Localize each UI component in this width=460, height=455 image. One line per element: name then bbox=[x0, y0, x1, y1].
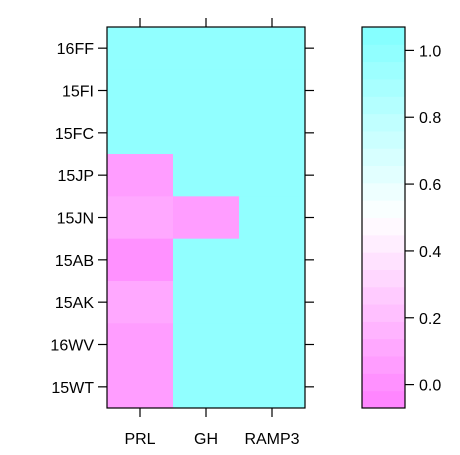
colorbar-tick-label-0.6: 0.6 bbox=[419, 177, 441, 194]
colorbar-tick-label-0.2: 0.2 bbox=[419, 311, 441, 328]
heatmap-cell-16FF-RAMP3 bbox=[239, 27, 306, 70]
heatmap-cell-15FC-GH bbox=[173, 111, 240, 155]
colorbar-bin bbox=[362, 61, 405, 80]
heatmap-cell-15FI-PRL bbox=[107, 69, 174, 113]
heatmap-cell-15JN-RAMP3 bbox=[239, 196, 306, 240]
heatmap-cell-15AB-GH bbox=[173, 238, 240, 282]
colorbar-bin bbox=[362, 338, 405, 357]
heatmap-cell-15JN-PRL bbox=[107, 196, 174, 240]
colorbar-bin bbox=[362, 27, 405, 45]
colorbar-bin bbox=[362, 373, 405, 392]
heatmap-cell-16WV-GH bbox=[173, 323, 240, 367]
y-tick-label-15AK: 15AK bbox=[55, 295, 94, 312]
colorbar-bin bbox=[362, 200, 405, 218]
colorbar-bin bbox=[362, 321, 405, 340]
heatmap-cell-15JP-PRL bbox=[107, 154, 174, 197]
heatmap-cell-15AK-RAMP3 bbox=[239, 281, 306, 324]
heatmap-cell-15JP-GH bbox=[173, 154, 240, 197]
heatmap-cell-15WT-RAMP3 bbox=[239, 365, 306, 409]
colorbar-bin bbox=[362, 304, 405, 322]
colorbar-bin bbox=[362, 148, 405, 167]
heatmap-cell-16FF-GH bbox=[173, 27, 240, 70]
y-tick-label-15FC: 15FC bbox=[55, 126, 94, 143]
x-axis-bottom: PRL GH RAMP3 bbox=[124, 408, 300, 448]
y-tick-label-15JP: 15JP bbox=[58, 168, 94, 185]
y-tick-label-16FF: 16FF bbox=[57, 41, 95, 58]
colorbar-bin bbox=[362, 356, 405, 374]
heatmap-cell-15FC-RAMP3 bbox=[239, 111, 306, 155]
heatmap-cell-15AB-RAMP3 bbox=[239, 238, 306, 282]
colorbar-bin bbox=[362, 96, 405, 115]
x-tick-label-PRL: PRL bbox=[124, 431, 155, 448]
colorbar-bin bbox=[362, 113, 405, 132]
y-tick-label-15JN: 15JN bbox=[57, 211, 94, 228]
colorbar bbox=[362, 27, 405, 409]
colorbar-bin bbox=[362, 182, 405, 201]
heatmap-cell-15FC-PRL bbox=[107, 111, 174, 155]
heatmap-cell-15JP-RAMP3 bbox=[239, 154, 306, 197]
x-axis-top bbox=[139, 18, 273, 27]
heatmap-cell-15JN-GH bbox=[173, 196, 240, 240]
colorbar-bin bbox=[362, 286, 405, 305]
colorbar-frame bbox=[361, 26, 406, 409]
y-tick-label-15WT: 15WT bbox=[51, 380, 94, 397]
heatmap-cell-16WV-PRL bbox=[107, 323, 174, 367]
y-tick-label-15AB: 15AB bbox=[55, 253, 94, 270]
colorbar-bin bbox=[362, 217, 405, 236]
colorbar-bin bbox=[362, 165, 405, 184]
heatmap-cell-15AK-GH bbox=[173, 281, 240, 324]
colorbar-axis: 0.0 0.2 0.4 0.6 0.8 1.0 bbox=[405, 43, 441, 395]
heatmap-cell-15AK-PRL bbox=[107, 281, 174, 324]
y-tick-label-16WV: 16WV bbox=[50, 338, 94, 355]
colorbar-bin bbox=[362, 390, 405, 409]
y-axis-left: 16FF 15FI 15FC 15JP 15JN 15AB 15AK 16WV 15WT bbox=[50, 41, 107, 397]
colorbar-bin bbox=[362, 234, 405, 253]
colorbar-tick-label-1.0: 1.0 bbox=[419, 43, 441, 60]
colorbar-bin bbox=[362, 130, 405, 149]
heatmap-cell-16FF-PRL bbox=[107, 27, 174, 70]
heatmap-cells bbox=[107, 27, 306, 409]
y-tick-label-15FI: 15FI bbox=[62, 84, 94, 101]
x-tick-label-GH: GH bbox=[194, 431, 218, 448]
colorbar-bin bbox=[362, 78, 405, 97]
x-tick-label-RAMP3: RAMP3 bbox=[244, 431, 299, 448]
heatmap-cell-15WT-GH bbox=[173, 365, 240, 409]
heatmap-cell-15WT-PRL bbox=[107, 365, 174, 409]
colorbar-tick-label-0.4: 0.4 bbox=[419, 244, 441, 261]
heatmap-cell-15FI-GH bbox=[173, 69, 240, 113]
colorbar-bin bbox=[362, 252, 405, 270]
heatmap-cell-15FI-RAMP3 bbox=[239, 69, 306, 113]
heatmap-cell-15AB-PRL bbox=[107, 238, 174, 282]
heatmap-cell-16WV-RAMP3 bbox=[239, 323, 306, 367]
colorbar-bin bbox=[362, 44, 405, 63]
colorbar-tick-label-0.0: 0.0 bbox=[419, 378, 441, 395]
colorbar-bin bbox=[362, 269, 405, 288]
colorbar-tick-label-0.8: 0.8 bbox=[419, 110, 441, 127]
y-axis-right bbox=[305, 47, 314, 388]
